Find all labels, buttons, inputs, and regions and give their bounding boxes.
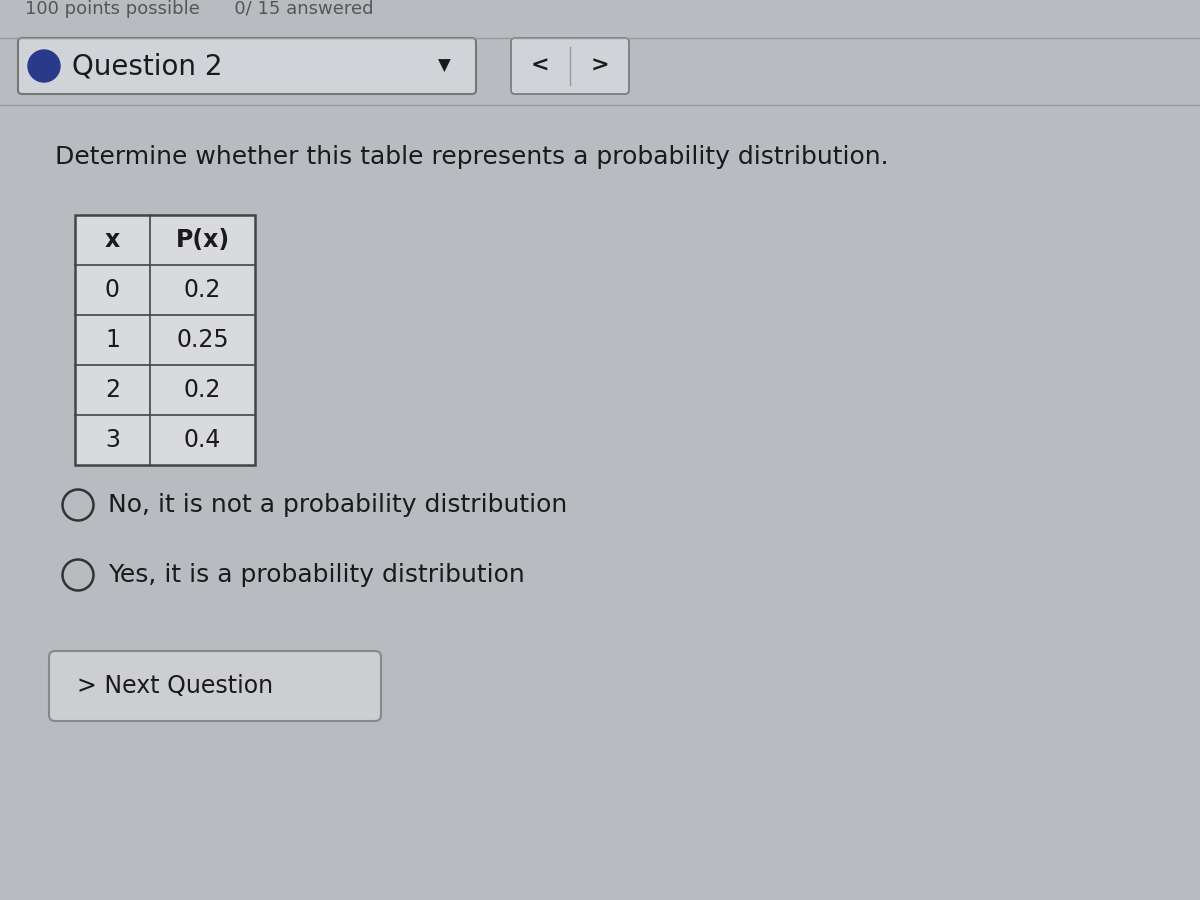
Text: 3: 3 (106, 428, 120, 452)
Text: Determine whether this table represents a probability distribution.: Determine whether this table represents … (55, 145, 889, 169)
Text: 2: 2 (106, 378, 120, 402)
Bar (74, 365, 254, 415)
Text: 0.2: 0.2 (184, 278, 221, 302)
FancyBboxPatch shape (18, 38, 476, 94)
FancyBboxPatch shape (49, 651, 382, 721)
Text: 0.4: 0.4 (184, 428, 221, 452)
Bar (74, 215, 254, 465)
Text: P(x): P(x) (175, 228, 229, 252)
Text: ▼: ▼ (438, 57, 450, 75)
Bar (74, 215, 254, 265)
FancyBboxPatch shape (511, 38, 629, 94)
Text: 1: 1 (106, 328, 120, 352)
Text: No, it is not a probability distribution: No, it is not a probability distribution (108, 493, 568, 517)
Text: >: > (590, 56, 610, 76)
Text: > Next Question: > Next Question (77, 674, 274, 698)
Circle shape (28, 50, 60, 82)
Bar (74, 415, 254, 465)
Text: 0.2: 0.2 (184, 378, 221, 402)
Text: Question 2: Question 2 (72, 52, 222, 80)
Bar (74, 265, 254, 315)
Text: 100 points possible      0/ 15 answered: 100 points possible 0/ 15 answered (25, 0, 373, 18)
Text: Yes, it is a probability distribution: Yes, it is a probability distribution (108, 563, 524, 587)
Text: 0: 0 (106, 278, 120, 302)
Text: 0.25: 0.25 (176, 328, 229, 352)
Bar (74, 315, 254, 365)
Text: <: < (530, 56, 550, 76)
Text: x: x (104, 228, 120, 252)
